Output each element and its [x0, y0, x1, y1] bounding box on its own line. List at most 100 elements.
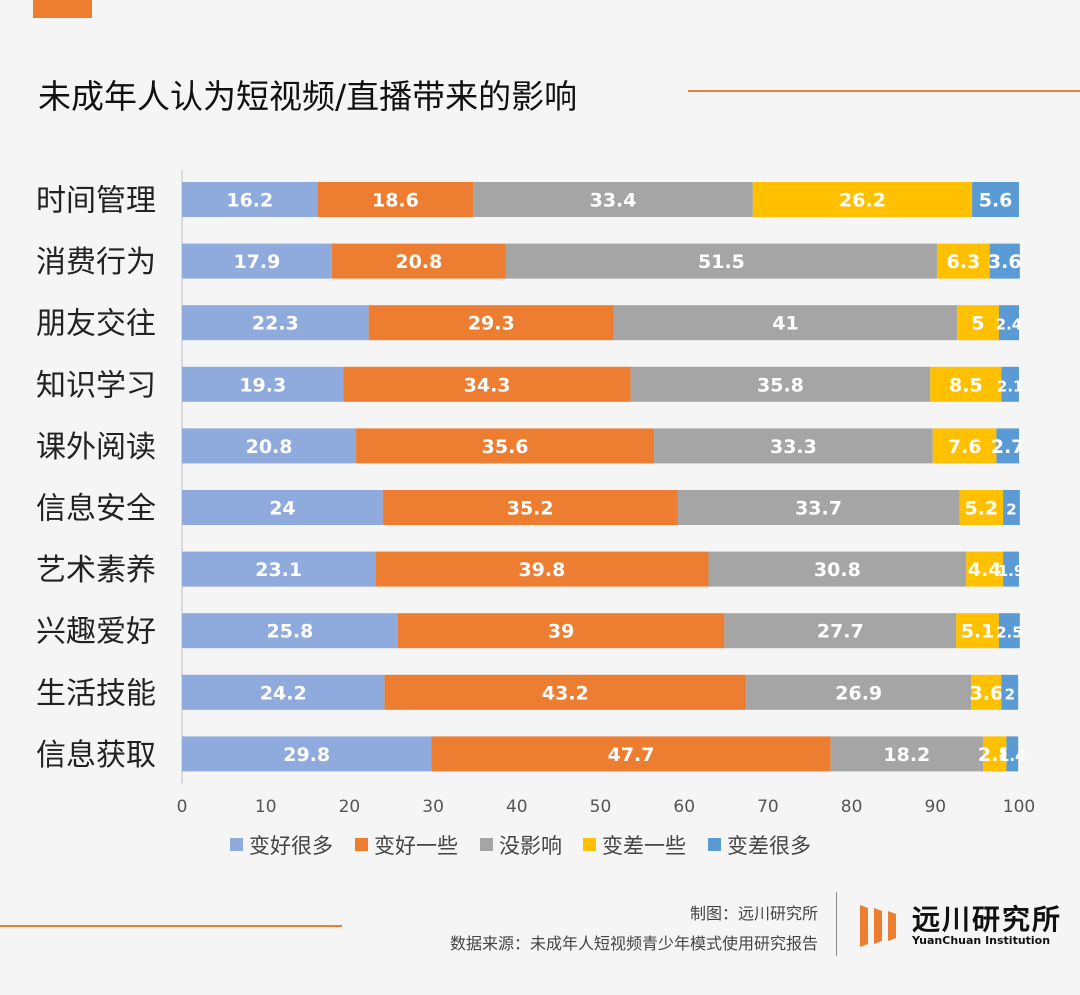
- bar-segment: [397, 613, 725, 649]
- bar-data-label: 26.2: [839, 190, 886, 212]
- legend-label: 变好很多: [249, 834, 333, 858]
- category-label: 生活技能: [36, 676, 156, 711]
- bar-segment: [182, 551, 376, 587]
- bar-segment: [998, 613, 1020, 649]
- header-accent-tab: [33, 0, 92, 18]
- bar-segment: [956, 613, 999, 649]
- bar-segment: [971, 674, 1002, 710]
- bar-data-label: 5.2: [964, 498, 998, 520]
- bar-data-label: 35.8: [757, 374, 804, 396]
- bar-data-label: 24.2: [260, 682, 307, 704]
- x-tick-label: 30: [422, 797, 444, 817]
- bar-data-label: 5.6: [979, 190, 1013, 212]
- bar-segment: [375, 551, 709, 587]
- x-tick-label: 70: [757, 797, 779, 817]
- bar-data-label: 39: [548, 621, 574, 643]
- bar-segment: [1003, 551, 1019, 587]
- x-tick-label: 100: [1003, 797, 1035, 817]
- bar-segment: [343, 366, 631, 402]
- bar-data-label: 22.3: [252, 313, 299, 335]
- bar-data-label: 23.1: [255, 559, 302, 581]
- bar-data-label: 33.4: [590, 190, 637, 212]
- bar-data-label: 29.8: [283, 744, 330, 766]
- legend-label: 没影响: [499, 834, 562, 858]
- bar-segment: [182, 490, 383, 525]
- bar-data-label: 18.6: [372, 190, 419, 212]
- bar-segment: [182, 366, 344, 402]
- bar-segment: [613, 305, 958, 341]
- bar-segment: [983, 736, 1007, 772]
- bar-data-label: 47.7: [608, 744, 655, 766]
- logo-text-en: YuanChuan Institution: [912, 934, 1051, 947]
- bar-data-label: 2.7: [991, 436, 1025, 458]
- bar-data-label: 29.3: [468, 313, 515, 335]
- bar-data-label: 35.6: [482, 436, 529, 458]
- bar-data-label: 24: [269, 498, 295, 520]
- legend-swatch: [230, 838, 243, 851]
- bar-segment: [317, 182, 474, 217]
- bar-segment: [677, 490, 960, 525]
- bar-data-label: 19.3: [239, 374, 286, 396]
- bar-segment: [505, 243, 937, 279]
- x-tick-label: 40: [506, 797, 528, 817]
- bar-data-label: 2.8: [978, 744, 1012, 766]
- bar-data-label: 3.6: [970, 682, 1004, 704]
- bar-segment: [473, 182, 753, 217]
- bar-data-label: 20.8: [246, 436, 293, 458]
- x-tick-label: 20: [339, 797, 361, 817]
- bar-segment: [996, 428, 1019, 464]
- bar-data-label: 18.2: [883, 744, 930, 766]
- bar-data-label: 5: [971, 313, 984, 335]
- logo-text-cn: 远川研究所: [912, 903, 1063, 936]
- x-tick-label: 90: [924, 797, 946, 817]
- bar-segment: [182, 182, 318, 217]
- footer-accent-line: [0, 925, 342, 927]
- bar-segment: [654, 428, 933, 464]
- bar-segment: [752, 182, 973, 217]
- bar-data-label: 35.2: [507, 498, 554, 520]
- bar-data-label: 26.9: [835, 682, 882, 704]
- bar-data-label: 2.1: [997, 377, 1024, 395]
- bar-segment: [368, 305, 614, 341]
- bar-segment: [1006, 736, 1019, 772]
- bar-segment: [182, 428, 357, 464]
- bar-segment: [331, 243, 506, 279]
- legend-label: 变好一些: [374, 834, 458, 858]
- bar-segment: [746, 674, 972, 710]
- bar-data-label: 39.8: [518, 559, 565, 581]
- bar-data-label: 1.4: [999, 747, 1026, 765]
- category-label: 朋友交往: [36, 307, 156, 342]
- bar-data-label: 43.2: [542, 682, 589, 704]
- legend-label: 变差很多: [727, 834, 811, 858]
- bar-segment: [182, 613, 398, 649]
- bar-data-label: 2.4: [996, 316, 1023, 334]
- bar-data-label: 33.3: [770, 436, 817, 458]
- bar-segment: [957, 305, 999, 341]
- bar-segment: [382, 490, 678, 525]
- bar-segment: [724, 613, 957, 649]
- legend-swatch: [355, 838, 368, 851]
- x-tick-label: 80: [841, 797, 863, 817]
- bar-segment: [830, 736, 984, 772]
- bar-segment: [1003, 490, 1020, 525]
- x-tick-label: 60: [673, 797, 695, 817]
- bar-segment: [182, 736, 432, 772]
- bar-segment: [356, 428, 655, 464]
- bar-segment: [182, 305, 369, 341]
- x-tick-label: 10: [255, 797, 277, 817]
- category-label: 课外阅读: [36, 430, 156, 465]
- bar-segment: [959, 490, 1004, 525]
- category-label: 时间管理: [36, 184, 156, 219]
- footer-divider: [836, 892, 837, 956]
- bar-segment: [708, 551, 967, 587]
- x-tick-label: 50: [590, 797, 612, 817]
- bar-data-label: 16.2: [226, 190, 273, 212]
- yuanchuan-logo-icon: [860, 905, 896, 947]
- bar-segment: [1001, 674, 1019, 710]
- title-underline: [688, 90, 1080, 92]
- bar-data-label: 4.4: [968, 559, 1002, 581]
- bar-segment: [998, 305, 1019, 341]
- bar-segment: [930, 366, 1002, 402]
- data-source: 数据来源：未成年人短视频青少年模式使用研究报告: [449, 934, 818, 953]
- bar-segment: [630, 366, 931, 402]
